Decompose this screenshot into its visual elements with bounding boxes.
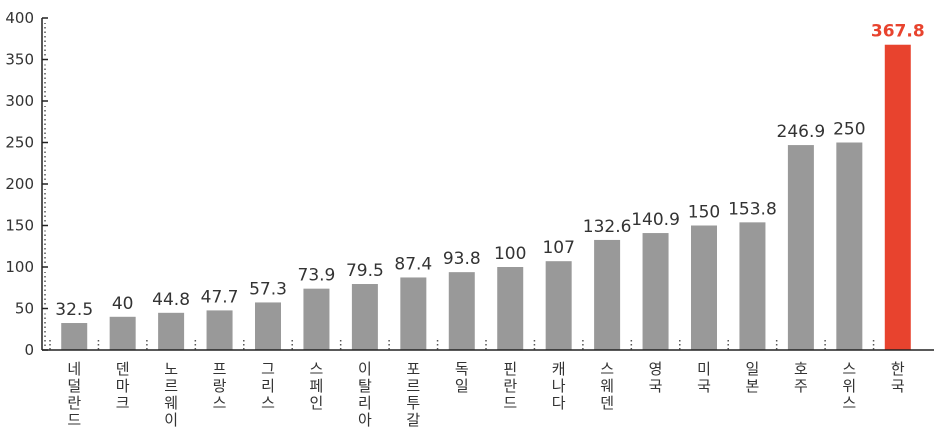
bar — [158, 312, 185, 350]
data-label: 132.6 — [583, 217, 632, 237]
bar — [255, 302, 281, 350]
data-label: 87.4 — [394, 254, 432, 274]
y-tick-label: 400 — [5, 9, 34, 27]
data-label: 93.8 — [443, 249, 481, 269]
y-tick-label: 350 — [5, 51, 34, 69]
bar — [787, 145, 814, 350]
bar — [206, 310, 233, 350]
y-tick-label: 300 — [5, 92, 34, 110]
bar — [691, 225, 717, 350]
data-label: 73.9 — [298, 266, 336, 286]
data-label: 367.8 — [871, 22, 925, 42]
data-label: 40 — [112, 294, 134, 314]
bar — [303, 288, 330, 350]
bars: 32.5 40 44.8 47.7 57.3 73.9 79.5 87.4 93.8 100 107… — [55, 22, 925, 350]
data-label: 57.3 — [249, 279, 287, 299]
y-axis: 0 50 100 150 200 250 300 350 400 — [5, 9, 48, 359]
bar — [400, 277, 427, 350]
bar — [594, 239, 621, 350]
bar — [884, 44, 911, 350]
y-tick-label: 50 — [15, 300, 34, 318]
bar — [642, 233, 669, 350]
y-tick-label: 150 — [5, 217, 34, 235]
data-label: 153.8 — [728, 199, 777, 219]
bar — [448, 272, 475, 350]
bar — [109, 316, 136, 350]
data-label: 246.9 — [777, 122, 826, 142]
y-tick-label: 100 — [5, 258, 34, 276]
data-label: 107 — [542, 238, 574, 258]
data-label: 32.5 — [55, 300, 93, 320]
bar — [739, 222, 766, 350]
y-tick-label: 250 — [5, 134, 34, 152]
x-axis: 네 덜 란 드 덴 마 크 노 르 웨 이 프 랑 스 그 리 스 스 페 인 이 탈 리 아 포 르 투 갈 독 일 핀 란 드 캐 나 다 스 웨 덴 영… — [42, 340, 934, 429]
bar — [545, 261, 572, 350]
y-tick-label: 0 — [24, 341, 34, 359]
y-tick-label: 200 — [5, 175, 34, 193]
bar — [351, 284, 378, 350]
bar — [61, 323, 88, 350]
data-label: 47.7 — [201, 287, 239, 307]
data-label: 150 — [688, 203, 720, 223]
data-label: 79.5 — [346, 261, 384, 281]
bar — [497, 267, 524, 350]
bar — [836, 142, 863, 350]
data-label: 140.9 — [631, 210, 680, 230]
data-label: 100 — [494, 244, 526, 264]
data-label: 250 — [833, 120, 865, 140]
data-label: 44.8 — [152, 290, 190, 310]
